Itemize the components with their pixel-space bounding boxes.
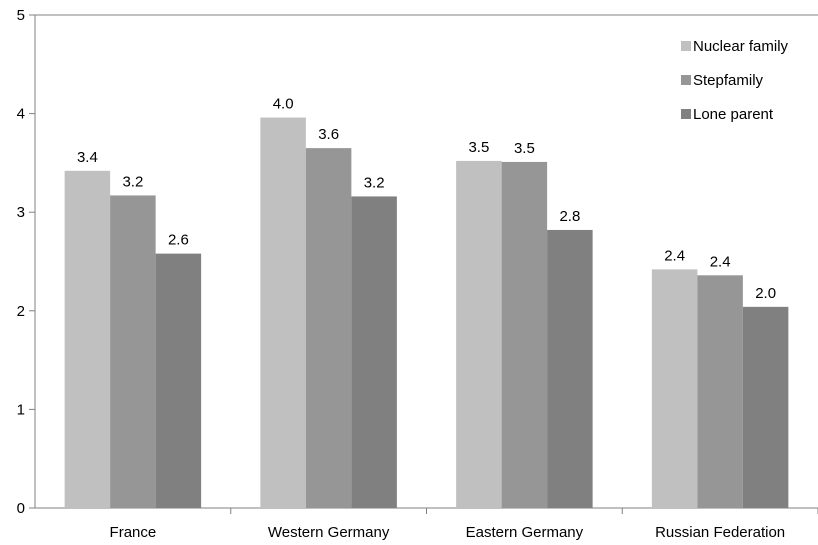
bar xyxy=(651,269,698,508)
data-labels: 3.4 3.2 2.6 4.0 3.6 3.2 3.5 3.5 2.8 2.4 2.4 2.0 xyxy=(77,96,776,302)
legend-label: Stepfamily xyxy=(693,72,764,89)
bars xyxy=(64,117,789,509)
bar xyxy=(305,148,352,509)
x-axis: France Western Germany Eastern Germany Russ… xyxy=(35,507,818,541)
legend-label: Nuclear family xyxy=(693,38,789,55)
data-label: 2.6 xyxy=(168,232,189,249)
data-label: 2.4 xyxy=(710,253,731,270)
bar xyxy=(501,161,548,508)
data-label: 4.0 xyxy=(273,96,294,113)
bar xyxy=(351,196,397,508)
bar xyxy=(456,160,502,509)
data-label: 2.4 xyxy=(664,247,685,264)
data-label: 3.6 xyxy=(318,126,339,143)
legend: Nuclear family Stepfamily Lone parent xyxy=(681,38,789,123)
x-category-label: Eastern Germany xyxy=(466,524,584,541)
bar xyxy=(260,117,306,508)
data-label: 2.8 xyxy=(559,208,580,225)
bar xyxy=(742,306,789,508)
bar xyxy=(110,195,156,509)
y-tick-label: 0 xyxy=(17,500,25,517)
legend-swatch xyxy=(681,41,691,51)
bar xyxy=(155,253,202,508)
legend-swatch xyxy=(681,109,691,119)
data-label: 2.0 xyxy=(755,285,776,302)
y-tick-label: 1 xyxy=(17,401,25,418)
y-axis: 0 1 2 3 4 5 xyxy=(17,7,36,517)
data-label: 3.2 xyxy=(364,174,385,191)
data-label: 3.5 xyxy=(514,140,535,157)
y-tick-label: 5 xyxy=(17,7,25,24)
bar xyxy=(64,170,111,508)
data-label: 3.4 xyxy=(77,149,98,166)
data-label: 3.2 xyxy=(122,173,143,190)
legend-label: Lone parent xyxy=(693,106,774,123)
y-tick-label: 3 xyxy=(17,204,25,221)
data-label: 3.5 xyxy=(468,139,489,156)
x-category-label: France xyxy=(110,524,157,541)
y-tick-label: 2 xyxy=(17,303,25,320)
bar xyxy=(547,229,593,508)
x-category-label: Western Germany xyxy=(268,524,390,541)
x-category-label: Russian Federation xyxy=(655,524,785,541)
bar xyxy=(697,275,743,508)
y-tick-label: 4 xyxy=(17,106,25,123)
legend-swatch xyxy=(681,75,691,85)
